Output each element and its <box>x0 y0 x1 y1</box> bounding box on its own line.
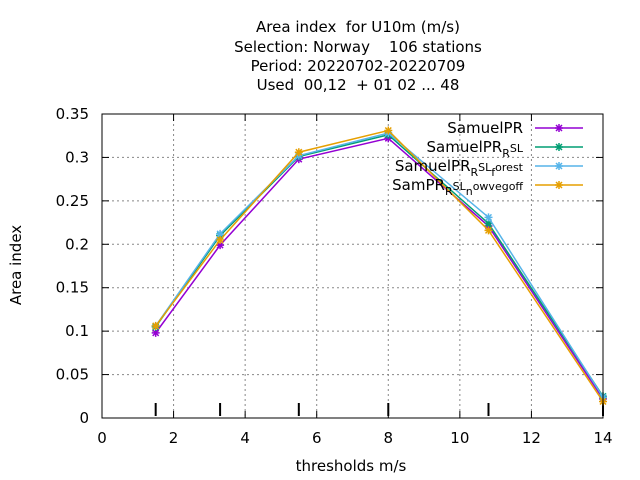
data-point <box>484 213 493 222</box>
series-3 <box>151 129 607 402</box>
legend-label-part: SL <box>453 180 467 193</box>
y-tick-label: 0.15 <box>56 279 89 297</box>
legend-marker <box>555 181 563 189</box>
legend-label-part: SamuelPR <box>427 138 503 156</box>
legend-label-part: n <box>466 185 473 198</box>
x-tick-label: 6 <box>312 429 322 447</box>
y-tick-label: 0.25 <box>56 192 89 210</box>
x-tick-label: 8 <box>384 429 394 447</box>
series-2 <box>151 130 607 401</box>
x-tick-label: 14 <box>593 429 612 447</box>
legend-entry-1: SamuelPR <box>447 119 583 137</box>
legend-label: SamuelPRRSL <box>427 138 524 160</box>
y-tick-label: 0 <box>79 409 89 427</box>
threshold-markers <box>154 403 604 416</box>
series-line <box>155 137 604 400</box>
axis-ticks: 0 2 4 6 8 10 12 14 0 0.05 0.1 0.15 0.2 0.25 0.3 0.35 <box>56 105 613 447</box>
legend-label-part: SamPR <box>392 176 445 194</box>
legend-label-part: SL <box>478 161 492 174</box>
chart-title-line-1: Area index for U10m (m/s) <box>256 18 460 36</box>
legend-entry-4: SamPRRSLnowvegoff <box>392 176 583 198</box>
y-tick-label: 0.2 <box>65 235 89 253</box>
data-point <box>484 226 493 235</box>
chart-title-line-3: Period: 20220702-20220709 <box>250 57 466 75</box>
legend-marker <box>555 143 563 151</box>
data-point <box>216 235 225 244</box>
legend-label-part: R <box>471 166 479 179</box>
legend-label-part: f <box>491 166 496 179</box>
series-1 <box>151 134 607 403</box>
legend-label-part: SamuelPR <box>447 119 523 137</box>
legend-marker <box>555 162 563 170</box>
legend-label-part: SamuelPR <box>395 157 471 175</box>
legend-label: SamuelPR <box>447 119 523 137</box>
legend-marker <box>555 124 563 132</box>
x-axis-label: thresholds m/s <box>296 457 407 475</box>
legend-label-part: SL <box>510 142 524 155</box>
legend-entry-2: SamuelPRRSL <box>427 138 583 160</box>
legend-label-part: orest <box>495 161 524 174</box>
grid-lines <box>102 114 603 418</box>
series-lines <box>151 126 607 406</box>
series-line <box>155 134 604 397</box>
plot-frame <box>101 113 604 419</box>
x-tick-label: 12 <box>522 429 541 447</box>
x-tick-label: 2 <box>169 429 179 447</box>
data-point <box>294 148 303 157</box>
y-tick-label: 0.3 <box>65 148 89 166</box>
series-line <box>155 132 604 398</box>
x-tick-label: 4 <box>240 429 250 447</box>
y-tick-label: 0.1 <box>65 322 89 340</box>
legend-label-part: R <box>445 185 453 198</box>
legend-label: SamuelPRRSLforest <box>395 157 524 179</box>
y-tick-label: 0.35 <box>56 105 89 123</box>
data-point <box>216 229 225 238</box>
legend-label-part: R <box>502 147 510 160</box>
chart-title-line-4: Used 00,12 + 01 02 ... 48 <box>256 76 460 94</box>
legend-label: SamPRRSLnowvegoff <box>392 176 523 198</box>
chart-title-line-2: Selection: Norway 106 stations <box>234 38 482 56</box>
x-tick-label: 0 <box>97 429 107 447</box>
x-tick-label: 10 <box>450 429 469 447</box>
data-point <box>384 126 393 135</box>
legend: SamuelPRSamuelPRRSLSamuelPRRSLforestSamP… <box>392 119 583 198</box>
legend-label-part: owvegoff <box>473 180 524 193</box>
series-4 <box>151 126 607 406</box>
series-line <box>155 129 604 402</box>
y-tick-label: 0.05 <box>56 366 89 384</box>
y-axis-label: Area index <box>7 225 25 305</box>
data-point <box>151 321 160 330</box>
legend-entry-3: SamuelPRRSLforest <box>395 157 583 179</box>
